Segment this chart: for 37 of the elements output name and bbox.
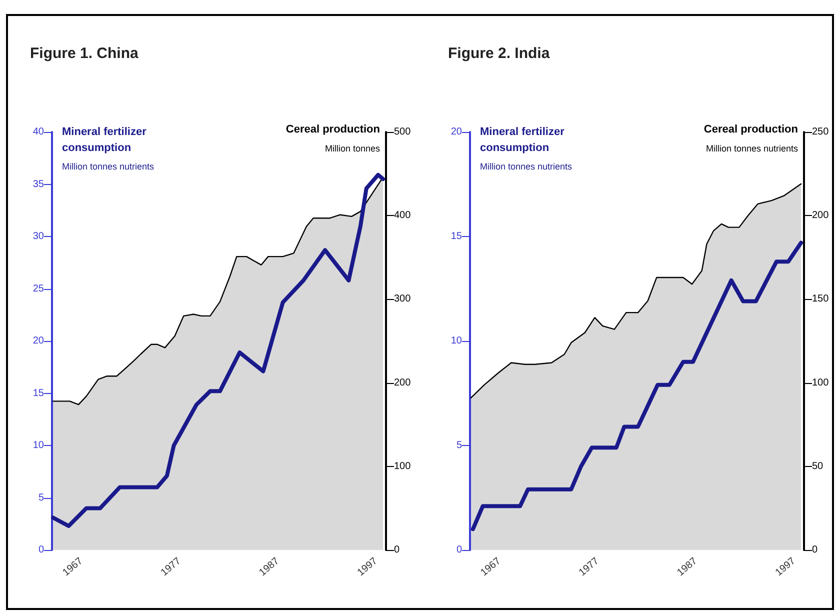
y2-axis-title: Cereal production	[704, 124, 798, 136]
y-tick-label: 40	[32, 126, 44, 138]
line-series	[470, 240, 804, 532]
y-tick-label: 25	[32, 283, 44, 294]
y2-tick-label: 100	[394, 460, 412, 472]
y2-tick-label: 0	[394, 544, 400, 556]
y-axis-title: Mineral fertilizer consumption	[62, 126, 148, 154]
annotation: Million tonnes nutrients	[480, 162, 573, 172]
annotation: Million tonnes nutrients	[706, 144, 798, 154]
annotation: Million tonnes	[324, 144, 380, 154]
y-tick-label: 0	[456, 544, 462, 556]
y-axis-title: Mineral fertilizer consumption	[480, 126, 566, 154]
y2-tick-label: 400	[394, 210, 412, 222]
y2-axis-title: Cereal production	[286, 124, 380, 136]
annotation: Million tonnes nutrients	[62, 162, 155, 172]
chart-title: Figure 2. India	[448, 45, 550, 62]
y-tick-label: 10	[450, 336, 462, 346]
chart-title: Figure 1. China	[30, 45, 140, 62]
y-tick-label: 5	[38, 492, 44, 504]
y2-tick-label: 300	[394, 294, 412, 305]
y-tick-label: 15	[32, 388, 44, 399]
y2-tick-label: 0	[812, 544, 818, 556]
y-tick-label: 20	[32, 336, 44, 346]
y-tick-label: 5	[456, 440, 462, 451]
y2-tick-label: 50	[812, 460, 824, 472]
y2-tick-label: 200	[394, 377, 412, 388]
y-tick-label: 35	[32, 178, 44, 190]
y-tick-label: 10	[32, 440, 44, 451]
y-tick-label: 0	[38, 544, 44, 556]
y2-tick-label: 100	[812, 377, 830, 388]
y-tick-label: 15	[450, 231, 462, 242]
y2-tick-label: 200	[812, 210, 830, 222]
y2-tick-label: 250	[812, 126, 830, 138]
y2-tick-label: 150	[812, 294, 830, 305]
y-tick-label: 20	[450, 126, 462, 138]
y2-tick-label: 500	[394, 126, 412, 138]
y-tick-label: 30	[32, 231, 44, 242]
